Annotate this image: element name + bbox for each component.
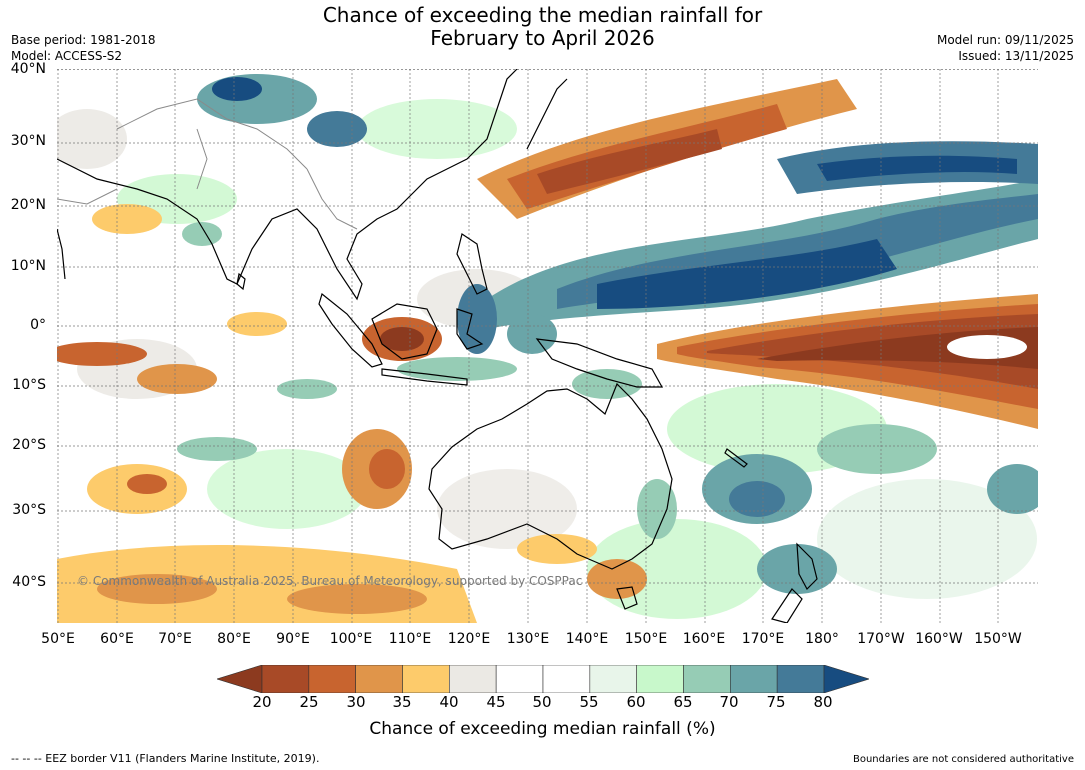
legend-tick-65: 65 [673,693,693,711]
base-period: Base period: 1981-2018 [11,33,156,47]
colorbar-swatch [449,665,497,693]
colorbar-swatch [636,665,684,693]
colorbar-swatch [355,665,403,693]
australia-coastline [428,382,673,570]
lon-label-110e: 110°E [388,631,432,647]
legend-label: Chance of exceeding median rainfall (%) [369,719,716,739]
map-canvas [57,69,1038,623]
legend-tick-75: 75 [766,693,786,711]
rainfall-map [57,69,1038,623]
lon-label-170w: 170°W [857,631,905,647]
lon-label-90e: 90°E [276,631,310,647]
graticule [57,69,1038,623]
lon-label-180: 180° [805,631,839,647]
legend-tick-80: 80 [813,693,833,711]
lon-label-150e: 150°E [624,631,668,647]
legend-tick-35: 35 [392,693,412,711]
colorbar-swatch [542,665,591,693]
colorbar-swatches [217,665,869,693]
coastlines [57,69,818,623]
colorbar-swatch [730,665,778,693]
legend-tick-20: 20 [252,693,272,711]
rainfall-field [57,74,1038,623]
lon-label-140e: 140°E [565,631,609,647]
colorbar-swatch [402,665,450,693]
lat-label-20s: 20°S [12,437,46,453]
lon-label-100e: 100°E [329,631,373,647]
lon-label-50e: 50°E [41,631,75,647]
lon-label-60e: 60°E [100,631,134,647]
title-line-2: February to April 2026 [430,26,655,50]
eez-note: -- -- -- EEZ border V11 (Flanders Marine… [11,752,320,765]
lon-label-160e: 160°E [682,631,726,647]
colorbar-swatch [589,665,637,693]
colorbar-swatch [261,665,310,693]
lat-label-30n: 30°N [10,133,46,149]
lon-label-70e: 70°E [158,631,192,647]
model-name: Model: ACCESS-S2 [11,49,123,63]
legend-tick-40: 40 [439,693,459,711]
copyright-notice: © Commonwealth of Australia 2025, Bureau… [77,574,583,588]
model-run: Model run: 09/11/2025 [936,33,1074,47]
map-title: Chance of exceeding the median rainfall … [0,4,1085,50]
legend-tick-55: 55 [579,693,599,711]
legend-tick-70: 70 [719,693,739,711]
issued-date: Issued: 13/11/2025 [958,49,1074,63]
meta-right: Model run: 09/11/2025 Issued: 13/11/2025 [937,32,1074,64]
colorbar-extend-low [217,665,263,693]
lat-label-20n: 20°N [10,197,46,213]
title-line-1: Chance of exceeding the median rainfall … [322,3,763,27]
legend-tick-50: 50 [532,693,552,711]
colorbar-swatch [495,665,544,693]
colorbar [217,665,869,693]
lat-label-10s: 10°S [12,377,46,393]
colorbar-swatch [683,665,731,693]
lon-label-130e: 130°E [506,631,550,647]
legend-tick-45: 45 [486,693,506,711]
lon-label-160w: 160°W [915,631,963,647]
lat-label-10n: 10°N [10,258,46,274]
country-borders [57,98,358,230]
legend-tick-30: 30 [346,693,366,711]
legend-tick-60: 60 [626,693,646,711]
lon-label-80e: 80°E [217,631,251,647]
boundary-note: Boundaries are not considered authoritat… [852,754,1074,765]
legend-tick-25: 25 [299,693,319,711]
colorbar-swatch [776,665,825,693]
colorbar-extend-high [823,665,869,693]
lat-label-40s: 40°S [12,574,46,590]
lat-label-30s: 30°S [12,502,46,518]
meta-left: Base period: 1981-2018 Model: ACCESS-S2 [11,32,156,64]
lat-label-0: 0° [30,317,46,333]
lon-label-150w: 150°W [974,631,1022,647]
lat-label-40n: 40°N [10,61,46,77]
lon-label-120e: 120°E [447,631,491,647]
lon-label-170e: 170°E [741,631,785,647]
colorbar-swatch [308,665,356,693]
